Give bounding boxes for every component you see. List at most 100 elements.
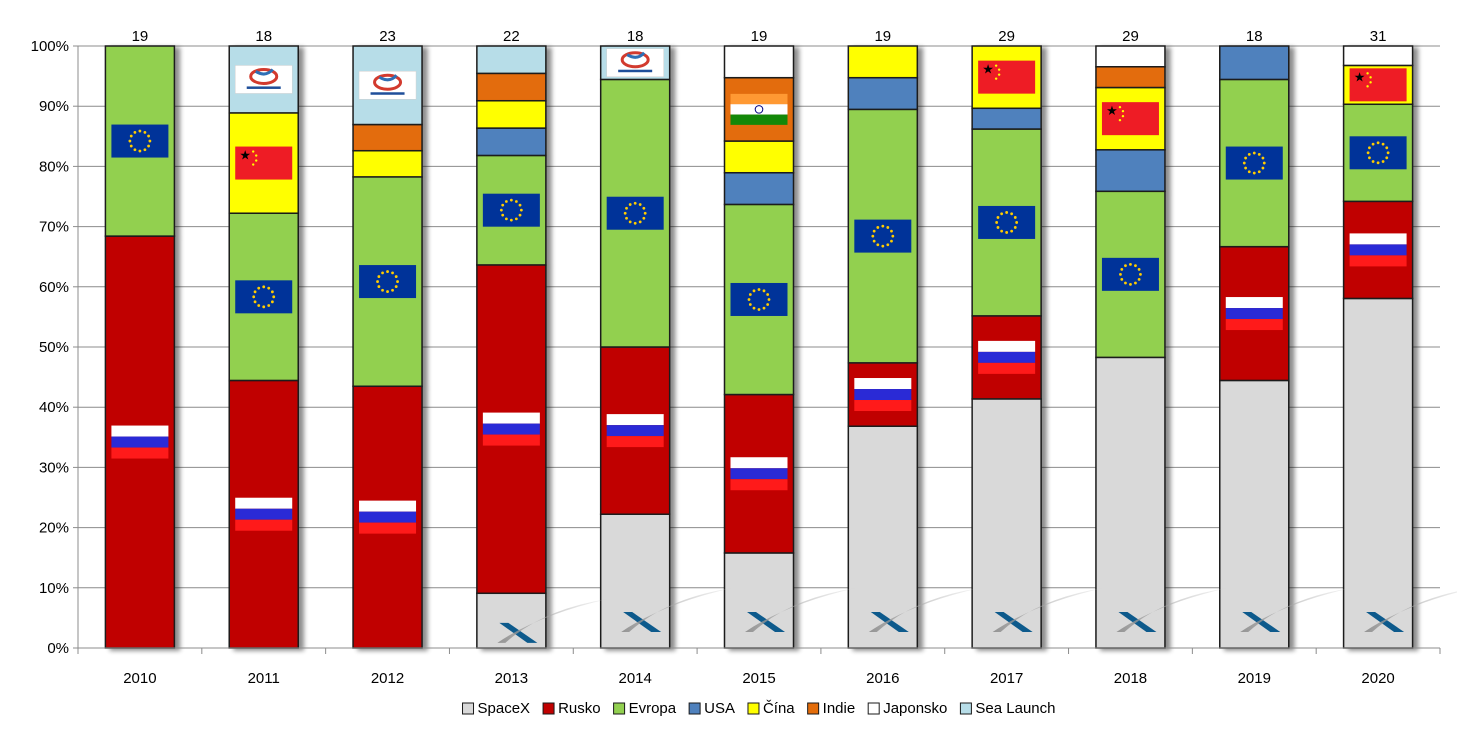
eu-flag-star bbox=[767, 298, 771, 301]
eu-flag-star bbox=[1376, 141, 1380, 145]
x-tick-label: 2016 bbox=[866, 670, 899, 687]
bar-segment bbox=[1219, 45, 1290, 81]
eu-flag-field bbox=[854, 219, 912, 253]
total-label: 23 bbox=[379, 28, 396, 45]
legend-item: Indie bbox=[807, 700, 855, 717]
flag-eu-icon bbox=[482, 193, 540, 227]
eu-flag-star bbox=[872, 239, 876, 243]
x-axis: 2010 2011 2012 2013 2014 2015 2016 2017 2018 2019… bbox=[77, 647, 1441, 687]
russia-flag-white-stripe bbox=[1349, 233, 1407, 245]
eu-flag-star bbox=[509, 198, 513, 202]
eu-flag-star bbox=[766, 293, 770, 296]
total-label: 19 bbox=[132, 28, 149, 45]
total-label: 31 bbox=[1370, 28, 1387, 45]
sea-launch-logo-swoosh bbox=[626, 51, 646, 59]
eu-flag-star bbox=[642, 206, 646, 210]
eu-flag-field bbox=[978, 205, 1036, 239]
china-flag-small-star bbox=[255, 154, 258, 157]
eu-flag-star bbox=[1376, 161, 1380, 165]
eu-flag-star bbox=[1124, 264, 1127, 268]
bar-segment bbox=[476, 72, 547, 102]
eu-flag-star bbox=[1247, 152, 1251, 156]
russia-flag-red-stripe bbox=[730, 479, 788, 491]
flag-eu-icon bbox=[730, 282, 788, 316]
spacex-logo-stroke bbox=[1118, 612, 1157, 632]
eu-flag-star bbox=[628, 203, 632, 206]
eu-flag-star bbox=[757, 288, 761, 291]
legend-swatch bbox=[613, 702, 626, 715]
spacex-logo-icon bbox=[868, 588, 980, 632]
totals-row: 19 18 23 22 18 19 19 29 29 18 31 bbox=[132, 28, 1387, 45]
bar-segment bbox=[723, 140, 795, 174]
legend-item: SpaceX bbox=[462, 700, 530, 717]
eu-flag-star bbox=[1262, 161, 1266, 165]
flag-russia-icon bbox=[730, 457, 788, 491]
eu-flag-star bbox=[766, 303, 770, 306]
eu-flag-star bbox=[514, 217, 518, 221]
spacex-logo-swoosh bbox=[1240, 588, 1352, 632]
eu-flag-star bbox=[886, 226, 890, 229]
spacex-logo-icon bbox=[992, 588, 1104, 632]
bar-stack bbox=[1342, 45, 1414, 649]
flag-china-icon: ★ bbox=[1349, 68, 1407, 102]
sea-launch-logo-swoosh bbox=[378, 74, 398, 82]
eu-flag-star bbox=[1247, 170, 1251, 174]
y-tick-label: 50% bbox=[39, 339, 69, 356]
eu-flag-field bbox=[359, 265, 417, 299]
eu-flag-star bbox=[1385, 146, 1389, 150]
spacex-logo-stroke bbox=[499, 622, 538, 643]
india-flag-chakra bbox=[754, 105, 764, 114]
eu-flag-star bbox=[642, 216, 646, 220]
spacex-logo-stroke bbox=[623, 612, 662, 632]
flag-eu-icon bbox=[359, 265, 417, 299]
eu-flag-star bbox=[1242, 161, 1246, 165]
bar-stack bbox=[723, 45, 795, 649]
eu-flag-star bbox=[1013, 216, 1017, 219]
eu-flag-star bbox=[748, 303, 752, 306]
eu-flag-star bbox=[147, 144, 150, 148]
flag-eu-icon bbox=[606, 196, 664, 230]
total-label: 18 bbox=[1246, 28, 1263, 45]
china-flag-big-star: ★ bbox=[1106, 103, 1118, 118]
eu-flag-star bbox=[1371, 142, 1375, 146]
bar-segment bbox=[476, 99, 547, 129]
bar-segment bbox=[1095, 356, 1166, 649]
eu-flag-star bbox=[1129, 262, 1132, 266]
china-flag-small-star bbox=[997, 68, 1001, 71]
x-tick-label: 2011 bbox=[248, 670, 280, 687]
eu-flag-star bbox=[1371, 160, 1375, 163]
china-flag-field bbox=[235, 146, 293, 180]
china-flag-small-star bbox=[994, 77, 998, 80]
india-flag-white-stripe bbox=[730, 104, 788, 115]
x-tick-label: 2010 bbox=[123, 670, 156, 687]
india-flag-saffron-stripe bbox=[730, 93, 788, 105]
eu-flag-star bbox=[1120, 267, 1124, 271]
flag-russia-icon bbox=[606, 414, 664, 448]
y-tick-label: 10% bbox=[39, 580, 69, 597]
y-tick-label: 70% bbox=[39, 219, 69, 236]
russia-flag-white-stripe bbox=[482, 412, 540, 424]
y-axis: 0% 10% 20% 30% 40% 50% 60% 70% 80% 90% 100% bbox=[31, 38, 79, 657]
flag-russia-icon bbox=[235, 497, 293, 531]
eu-flag-star bbox=[499, 208, 503, 212]
india-flag-green-stripe bbox=[730, 114, 788, 125]
bar-segment bbox=[847, 45, 919, 79]
eu-flag-star bbox=[1013, 226, 1017, 229]
eu-flag-star bbox=[623, 211, 627, 215]
china-flag-small-star bbox=[1366, 72, 1369, 75]
legend-swatch bbox=[747, 702, 760, 715]
russia-flag-white-stripe bbox=[111, 425, 169, 437]
eu-flag-star bbox=[504, 217, 508, 221]
eu-flag-star bbox=[143, 148, 147, 152]
china-flag-small-star bbox=[994, 64, 998, 67]
eu-flag-star bbox=[391, 271, 394, 275]
eu-flag-star bbox=[748, 293, 752, 296]
russia-flag-white-stripe bbox=[978, 340, 1036, 352]
total-label: 29 bbox=[1122, 28, 1139, 45]
sea-launch-logo-wordmark bbox=[246, 86, 281, 89]
russia-flag-blue-stripe bbox=[1225, 308, 1283, 320]
eu-flag-star bbox=[1386, 151, 1390, 155]
x-tick-label: 2020 bbox=[1361, 670, 1394, 687]
spacex-logo-stroke bbox=[870, 612, 909, 632]
